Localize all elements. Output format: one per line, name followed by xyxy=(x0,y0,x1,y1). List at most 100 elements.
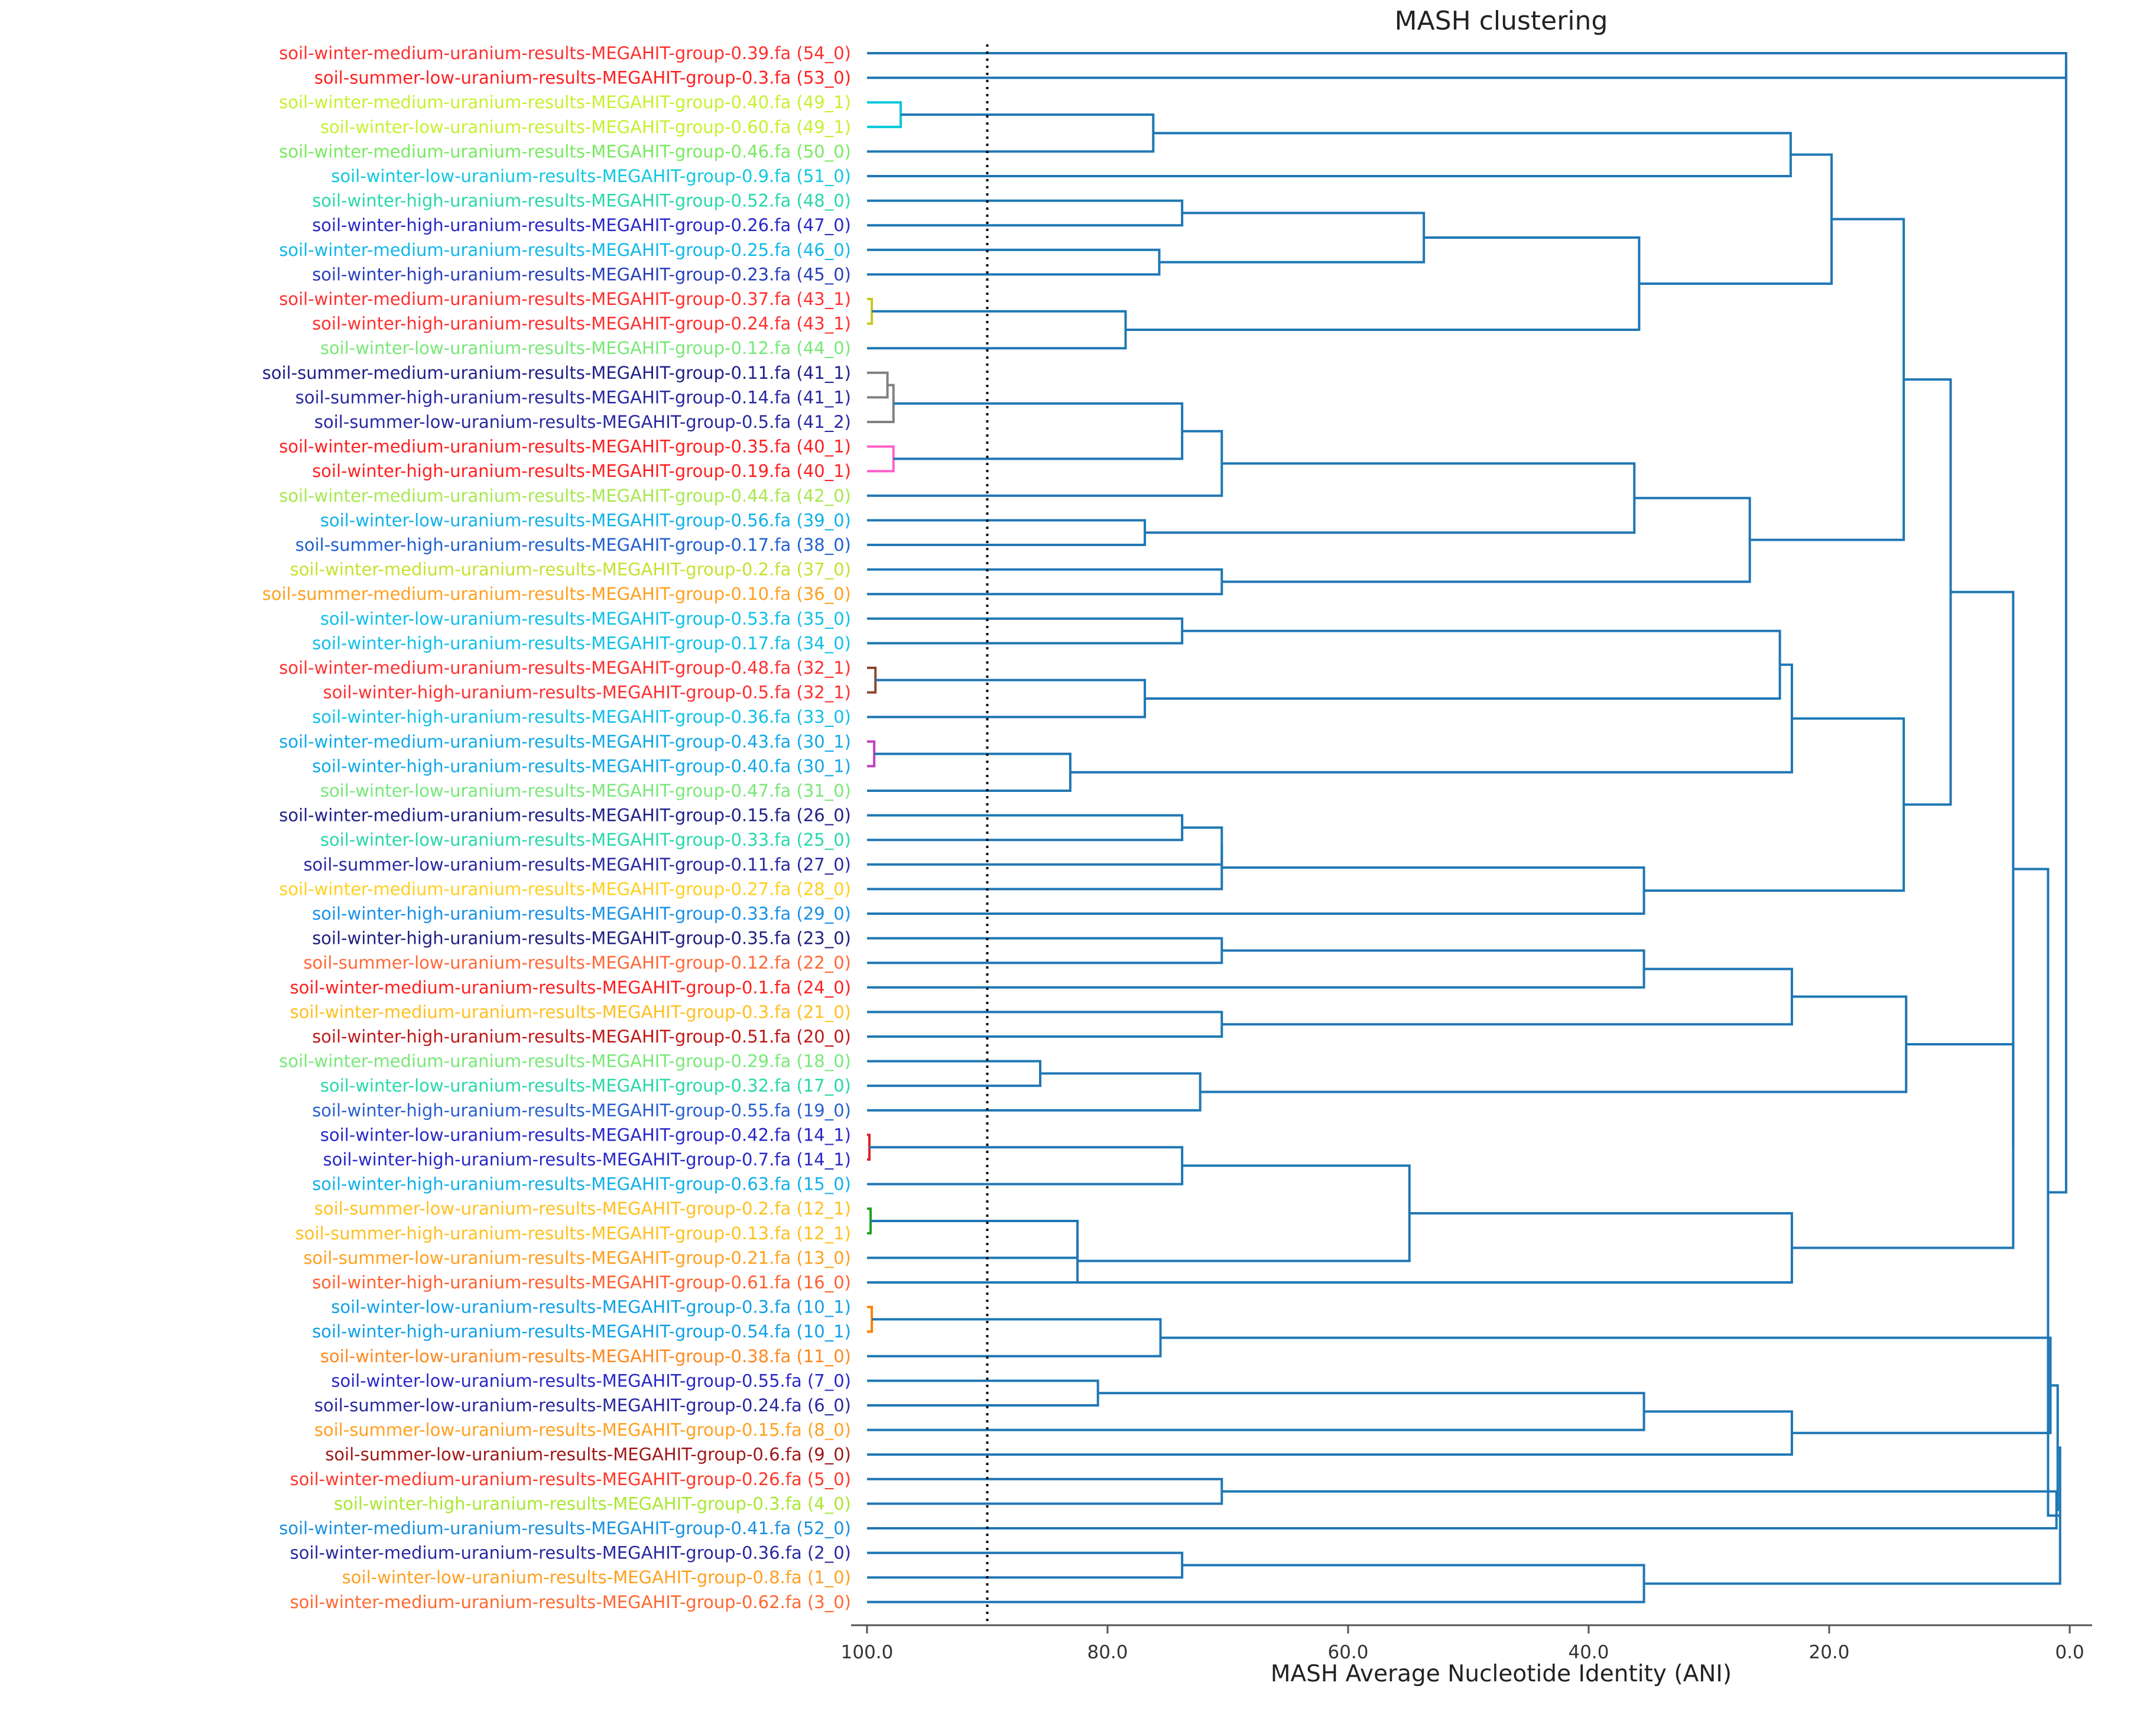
dendrogram-link xyxy=(867,1410,1793,1456)
leaf-label: soil-winter-low-uranium-results-MEGAHIT-… xyxy=(331,166,851,186)
dendrogram-link xyxy=(867,52,2067,79)
dendrogram-link xyxy=(867,1146,1184,1186)
dendrogram-link xyxy=(867,371,889,399)
dendrogram-link xyxy=(1644,1446,2061,1585)
dendrogram-link xyxy=(867,1220,1079,1259)
dendrogram-link xyxy=(867,1134,871,1161)
dendrogram-link xyxy=(867,826,1223,866)
leaf-label: soil-winter-medium-uranium-results-MEGAH… xyxy=(279,732,851,752)
leaf-label: soil-winter-high-uranium-results-MEGAHIT… xyxy=(312,633,851,653)
dendrogram-link xyxy=(1791,1043,2015,1249)
dendrogram-link xyxy=(1904,378,1952,806)
dendrogram-link xyxy=(1749,217,1905,541)
leaf-label: soil-winter-medium-uranium-results-MEGAH… xyxy=(279,437,851,457)
dendrogram-link xyxy=(1222,967,1793,1026)
leaf-label: soil-summer-low-uranium-results-MEGAHIT-… xyxy=(303,855,851,875)
leaf-label: soil-winter-low-uranium-results-MEGAHIT-… xyxy=(320,338,851,358)
leaf-label: soil-winter-medium-uranium-results-MEGAH… xyxy=(279,879,851,899)
x-tick-label: 40.0 xyxy=(1568,1642,1609,1663)
dendrogram-link xyxy=(867,678,1147,719)
dendrogram-link xyxy=(1200,995,1908,1093)
x-axis-title: MASH Average Nucleotide Identity (ANI) xyxy=(1271,1661,1732,1687)
dendrogram-link xyxy=(867,445,895,473)
leaf-label: soil-winter-medium-uranium-results-MEGAH… xyxy=(279,806,851,826)
dendrogram-link xyxy=(2048,65,2067,1194)
dendrogram-link xyxy=(867,740,876,768)
leaf-label: soil-winter-high-uranium-results-MEGAHIT… xyxy=(323,1149,851,1170)
x-tick-label: 80.0 xyxy=(1087,1642,1128,1663)
leaf-label: soil-winter-low-uranium-results-MEGAHIT-… xyxy=(320,1346,851,1366)
leaf-label: soil-summer-medium-uranium-results-MEGAH… xyxy=(262,363,851,383)
x-tick-label: 60.0 xyxy=(1327,1642,1368,1663)
dendrogram-link xyxy=(867,1060,1042,1087)
dendrogram-link xyxy=(1145,629,1781,700)
leaf-label: soil-winter-low-uranium-results-MEGAHIT-… xyxy=(331,1297,851,1317)
leaf-label: soil-summer-low-uranium-results-MEGAHIT-… xyxy=(303,1248,851,1268)
dendrogram-link xyxy=(1145,462,1636,534)
dendrogram-link xyxy=(1950,590,2015,1147)
dendrogram-link xyxy=(867,1239,1079,1284)
dendrogram-link xyxy=(867,1379,1099,1407)
dendrogram-link xyxy=(867,1305,874,1333)
dendrogram-link xyxy=(1222,496,1751,583)
dendrogram-link xyxy=(867,113,1155,153)
leaf-label: soil-winter-high-uranium-results-MEGAHIT… xyxy=(312,928,851,949)
leaf-label: soil-winter-high-uranium-results-MEGAHIT… xyxy=(312,1272,851,1292)
leaf-label: soil-winter-high-uranium-results-MEGAHIT… xyxy=(312,904,851,924)
leaf-label: soil-winter-medium-uranium-results-MEGAH… xyxy=(290,1592,851,1612)
leaf-label: soil-winter-low-uranium-results-MEGAHIT-… xyxy=(331,1370,851,1391)
dendrogram-link xyxy=(867,1212,1793,1284)
dendrogram-link xyxy=(1070,663,1793,774)
leaf-label: soil-winter-medium-uranium-results-MEGAH… xyxy=(290,1543,851,1563)
leaf-label: soil-winter-low-uranium-results-MEGAHIT-… xyxy=(320,1125,851,1145)
leaf-label: soil-summer-high-uranium-results-MEGAHIT… xyxy=(296,387,851,407)
leaf-labels: soil-winter-medium-uranium-results-MEGAH… xyxy=(262,43,851,1612)
leaf-label: soil-winter-low-uranium-results-MEGAHIT-… xyxy=(320,781,851,801)
leaf-label: soil-winter-high-uranium-results-MEGAHIT… xyxy=(312,264,851,284)
leaf-label: soil-summer-low-uranium-results-MEGAHIT-… xyxy=(314,1199,851,1219)
dendrogram-link xyxy=(867,1551,1184,1579)
leaf-label: soil-summer-high-uranium-results-MEGAHIT… xyxy=(296,1223,851,1243)
dendrogram-link xyxy=(867,1564,1645,1603)
leaf-label: soil-winter-high-uranium-results-MEGAHIT… xyxy=(312,1100,851,1121)
dendrogram-link xyxy=(867,1011,1223,1038)
leaf-label: soil-winter-high-uranium-results-MEGAHIT… xyxy=(334,1493,851,1514)
dendrogram-link xyxy=(1160,1336,2052,1434)
leaf-label: soil-summer-low-uranium-results-MEGAHIT-… xyxy=(303,953,851,973)
dendrogram-link xyxy=(1644,717,1905,892)
leaf-label: soil-winter-high-uranium-results-MEGAHIT… xyxy=(312,1321,851,1342)
leaf-label: soil-winter-medium-uranium-results-MEGAH… xyxy=(279,240,851,260)
leaf-label: soil-winter-high-uranium-results-MEGAHIT… xyxy=(312,314,851,334)
leaf-label: soil-summer-high-uranium-results-MEGAHIT… xyxy=(296,535,851,555)
dendrogram-link xyxy=(867,752,1071,792)
dendrogram-link xyxy=(867,1207,872,1235)
leaf-label: soil-winter-medium-uranium-results-MEGAH… xyxy=(279,289,851,309)
leaf-label: soil-winter-medium-uranium-results-MEGAH… xyxy=(290,1002,851,1022)
dendrogram-link xyxy=(867,814,1184,842)
x-axis-ticks: 100.0 80.0 60.0 40.0 20.0 0.0 xyxy=(841,1625,2084,1663)
x-axis: 100.0 80.0 60.0 40.0 20.0 0.0 xyxy=(841,1624,2092,1663)
leaf-label: soil-winter-low-uranium-results-MEGAHIT-… xyxy=(320,510,851,530)
leaf-label: soil-winter-low-uranium-results-MEGAHIT-… xyxy=(320,117,851,137)
dendrogram-link xyxy=(867,846,1223,891)
leaf-label: soil-summer-low-uranium-results-MEGAHIT-… xyxy=(314,412,851,432)
dendrogram-link xyxy=(867,310,1127,350)
dendrogram-link xyxy=(867,430,1223,497)
dendrogram-link xyxy=(867,1490,2058,1529)
dendrogram-link xyxy=(1639,153,1833,285)
dendrogram-link xyxy=(867,617,1184,645)
dendrogram-link xyxy=(867,949,1645,989)
dendrogram-link xyxy=(893,402,1184,460)
leaf-label: soil-summer-low-uranium-results-MEGAHIT-… xyxy=(314,68,851,88)
leaf-label: soil-summer-low-uranium-results-MEGAHIT-… xyxy=(314,1395,851,1415)
dendrogram-link xyxy=(867,519,1147,546)
dendrogram-link xyxy=(867,132,1792,177)
leaf-label: soil-winter-low-uranium-results-MEGAHIT-… xyxy=(320,830,851,850)
chart-title: MASH clustering xyxy=(1395,6,1608,36)
leaf-label: soil-winter-medium-uranium-results-MEGAH… xyxy=(279,43,851,63)
x-tick-label: 100.0 xyxy=(841,1642,894,1663)
leaf-label: soil-winter-medium-uranium-results-MEGAH… xyxy=(290,977,851,998)
leaf-label: soil-winter-high-uranium-results-MEGAHIT… xyxy=(312,707,851,727)
dendrogram-link xyxy=(1125,236,1641,331)
